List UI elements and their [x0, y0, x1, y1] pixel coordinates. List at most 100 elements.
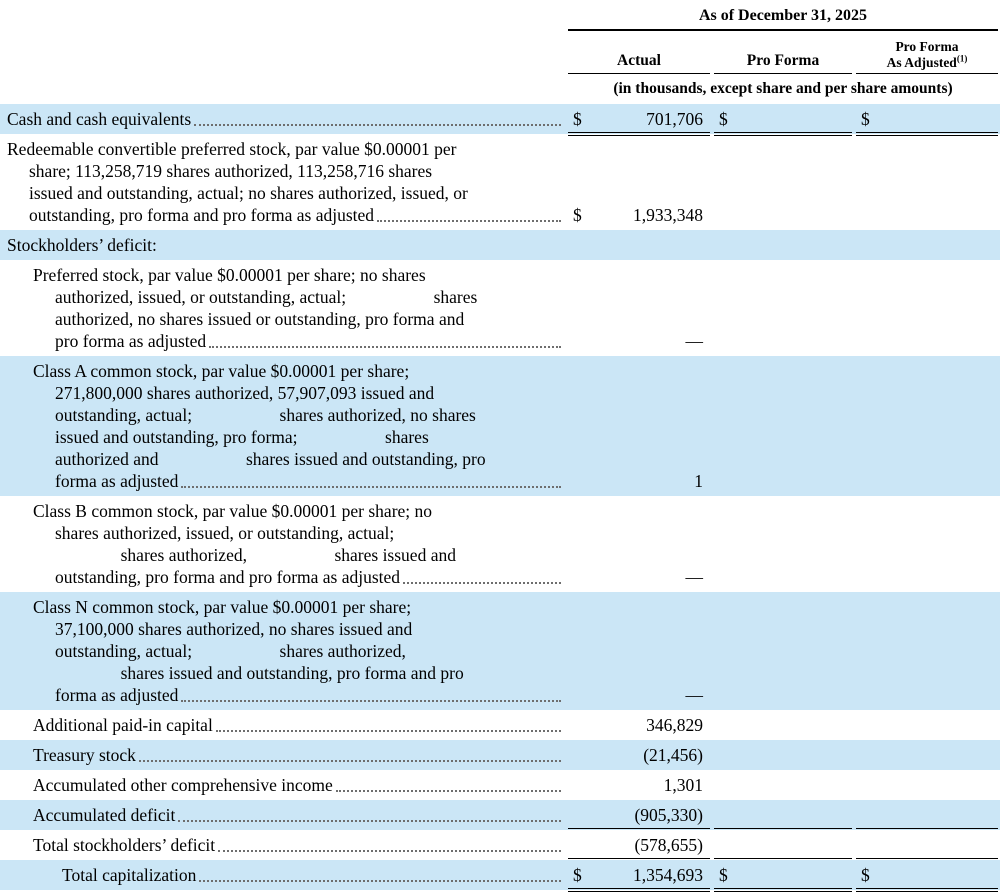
row-label-text: Cash and cash equivalents — [7, 109, 192, 129]
table-row-class-a-common-stock: Class A common stock, par value $0.00001… — [0, 356, 1000, 496]
row-label-text: outstanding, pro forma and pro forma as … — [29, 205, 375, 225]
adjusted-label: As Adjusted — [886, 54, 957, 70]
pro-forma-value-cell: $ — [714, 108, 852, 136]
actual-value-cell: — — [568, 566, 710, 588]
dollar-sign: $ — [861, 865, 870, 885]
row-label-text: Redeemable convertible preferred stock, … — [7, 139, 457, 159]
dot-leader — [199, 880, 561, 882]
dot-leader — [403, 582, 561, 584]
table-row-total-stockholders-deficit: Total stockholders’ deficit (578,655) — [0, 830, 1000, 860]
actual-value-cell: $ 701,706 — [568, 108, 710, 136]
column-header-adjusted-line2: As Adjusted(1) — [856, 53, 998, 71]
table-row-class-n-common-stock: Class N common stock, par value $0.00001… — [0, 592, 1000, 710]
amount-text: 1,933,348 — [633, 205, 703, 225]
dot-leader — [335, 790, 561, 792]
row-label-text: Treasury stock — [33, 745, 136, 765]
row-label: Total stockholders’ deficit — [0, 834, 566, 856]
row-label-text: forma as adjusted — [55, 685, 179, 705]
amount-text: — — [685, 331, 704, 351]
row-label-text: Total stockholders’ deficit — [33, 835, 216, 855]
row-label: Cash and cash equivalents — [0, 108, 566, 130]
column-header-pro-forma: Pro Forma — [714, 44, 852, 74]
column-header-pro-forma-as-adjusted: Pro Forma As Adjusted(1) — [856, 31, 998, 74]
adjusted-value-cell: $ — [856, 864, 998, 892]
actual-value-cell: $ 1,354,693 — [568, 864, 710, 892]
amount-text: — — [685, 567, 704, 587]
row-label: Total capitalization — [0, 864, 566, 886]
row-label-text: Accumulated deficit — [33, 805, 176, 825]
dollar-sign: $ — [573, 109, 582, 129]
row-label: Treasury stock — [0, 744, 566, 766]
row-label-text: 271,800,000 shares authorized, 57,907,09… — [55, 383, 435, 403]
column-header-actual: Actual — [568, 44, 710, 74]
actual-value-cell: 346,829 — [568, 714, 710, 736]
table-row-accumulated-deficit: Accumulated deficit (905,330) — [0, 800, 1000, 830]
row-label-text: issued and outstanding, actual; no share… — [29, 183, 468, 203]
actual-value-cell: 1,301 — [568, 774, 710, 796]
table-row-class-b-common-stock: Class B common stock, par value $0.00001… — [0, 496, 1000, 592]
row-label-text: outstanding, pro forma and pro forma as … — [55, 567, 401, 587]
row-label-text: Accumulated other comprehensive income — [33, 775, 333, 795]
row-label-text: shares authorized, issued, or outstandin… — [55, 523, 395, 543]
column-header-actual-label: Actual — [617, 52, 661, 69]
actual-value-cell: 1 — [568, 470, 710, 492]
row-label-text: shares issued and outstanding, pro forma… — [55, 663, 464, 683]
footnote-reference: (1) — [956, 53, 968, 63]
amount-text: 1,354,693 — [633, 865, 703, 885]
dot-leader — [218, 850, 561, 852]
amount-text: (21,456) — [643, 745, 703, 765]
table-column-header-row: Actual Pro Forma Pro Forma As Adjusted(1… — [0, 31, 1000, 74]
amount-text: 1 — [694, 471, 703, 491]
column-header-adjusted-line1: Pro Forma — [895, 39, 959, 54]
table-row-preferred-stock: Preferred stock, par value $0.00001 per … — [0, 260, 1000, 356]
row-label: Preferred stock, par value $0.00001 per … — [0, 264, 566, 352]
dollar-sign: $ — [573, 865, 582, 885]
amount-text: 701,706 — [646, 109, 703, 129]
dot-leader — [181, 700, 561, 702]
adjusted-value-cell: $ — [856, 108, 998, 136]
row-label-text: Class A common stock, par value $0.00001… — [33, 361, 410, 381]
pro-forma-value-cell: $ — [714, 864, 852, 892]
dollar-sign: $ — [719, 865, 728, 885]
section-heading: Stockholders’ deficit: — [0, 234, 566, 256]
row-label-text: Additional paid-in capital — [33, 715, 213, 735]
row-label-text: forma as adjusted — [55, 471, 179, 491]
row-label-text: outstanding, actual; shares authorized, — [55, 641, 406, 661]
actual-value-cell: (578,655) — [568, 834, 710, 859]
section-heading-text: Stockholders’ deficit: — [7, 235, 157, 255]
row-label-text: pro forma as adjusted — [55, 331, 207, 351]
table-row-treasury-stock: Treasury stock (21,456) — [0, 740, 1000, 770]
units-note: (in thousands, except share and per shar… — [613, 80, 953, 97]
column-header-pro-forma-label: Pro Forma — [746, 52, 820, 69]
units-note-row: (in thousands, except share and per shar… — [0, 74, 1000, 104]
dollar-sign: $ — [719, 109, 728, 129]
dollar-sign: $ — [861, 109, 870, 129]
dot-leader — [194, 124, 561, 126]
row-label-text: 37,100,000 shares authorized, no shares … — [55, 619, 413, 639]
table-row-additional-paid-in-capital: Additional paid-in capital 346,829 — [0, 710, 1000, 740]
row-label-text: outstanding, actual; shares authorized, … — [55, 405, 476, 425]
table-header-group-row: As of December 31, 2025 — [0, 4, 1000, 31]
row-label-text: authorized, no shares issued or outstand… — [55, 309, 465, 329]
date-group-header: As of December 31, 2025 — [568, 4, 998, 31]
actual-value-cell: — — [568, 684, 710, 706]
row-label-text: authorized, issued, or outstanding, actu… — [55, 287, 478, 307]
row-label-text: Class N common stock, par value $0.00001… — [33, 597, 412, 617]
row-label: Additional paid-in capital — [0, 714, 566, 736]
row-label-text: issued and outstanding, pro forma; share… — [55, 427, 429, 447]
table-row-total-capitalization: Total capitalization $ 1,354,693 $ $ — [0, 860, 1000, 892]
actual-value-cell: (905,330) — [568, 804, 710, 829]
date-group-label: As of December 31, 2025 — [698, 7, 868, 24]
amount-text: 1,301 — [663, 775, 703, 795]
dot-leader — [181, 486, 561, 488]
amount-text: 346,829 — [646, 715, 703, 735]
dot-leader — [377, 220, 561, 222]
row-label-text: shares authorized, shares issued and — [55, 545, 456, 565]
dot-leader — [209, 346, 561, 348]
actual-value-cell: — — [568, 330, 710, 352]
table-row-redeemable-convertible-preferred-stock: Redeemable convertible preferred stock, … — [0, 134, 1000, 230]
row-label: Class A common stock, par value $0.00001… — [0, 360, 566, 492]
table-row-stockholders-deficit-heading: Stockholders’ deficit: — [0, 230, 1000, 260]
row-label-text: share; 113,258,719 shares authorized, 11… — [29, 161, 433, 181]
